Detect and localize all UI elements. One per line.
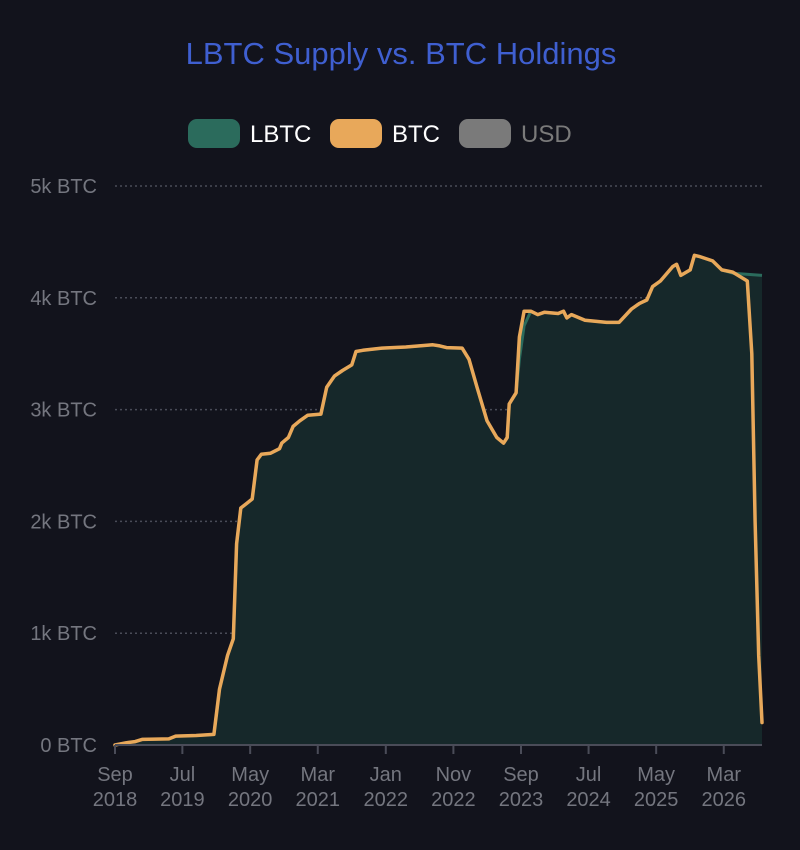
x-tick-month: Jul <box>576 764 602 786</box>
x-tick-year: 2019 <box>160 789 205 811</box>
x-tick-year: 2025 <box>634 789 679 811</box>
x-tick-year: 2020 <box>228 789 273 811</box>
y-tick-label: 3k BTC <box>30 400 97 422</box>
y-tick-label: 2k BTC <box>30 511 97 533</box>
y-tick-label: 1k BTC <box>30 623 97 645</box>
x-tick-month: Jan <box>370 764 402 786</box>
x-tick-year: 2023 <box>499 789 544 811</box>
x-tick-month: Nov <box>436 764 472 786</box>
legend-item-lbtc[interactable]: LBTC <box>188 119 311 148</box>
legend-label-lbtc: LBTC <box>250 121 311 148</box>
x-tick-month: Sep <box>97 764 133 786</box>
legend-swatch-lbtc <box>188 119 240 148</box>
y-tick-label: 0 BTC <box>40 735 97 757</box>
chart-title: LBTC Supply vs. BTC Holdings <box>186 36 617 71</box>
x-tick-month: Mar <box>301 764 336 786</box>
x-tick-month: May <box>637 764 675 786</box>
x-tick-year: 2024 <box>566 789 611 811</box>
legend-swatch-btc <box>330 119 382 148</box>
series-line-btc <box>113 253 764 747</box>
y-tick-label: 4k BTC <box>30 288 97 310</box>
legend: LBTC BTC USD <box>188 119 572 148</box>
x-tick-month: Sep <box>503 764 539 786</box>
x-axis: Sep 2018 Jul 2019 May 2020 Mar 2021 Jan 2022 Nov 20… <box>93 745 746 811</box>
x-tick-year: 2018 <box>93 789 138 811</box>
legend-item-btc[interactable]: BTC <box>330 119 440 148</box>
x-tick-year: 2022 <box>431 789 476 811</box>
legend-item-usd[interactable]: USD <box>459 119 572 148</box>
plot-area <box>113 253 764 747</box>
legend-label-btc: BTC <box>392 121 440 148</box>
legend-label-usd: USD <box>521 121 572 148</box>
y-axis: 0 BTC 1k BTC 2k BTC 3k BTC 4k BTC 5k BTC <box>30 176 97 757</box>
x-tick-year: 2022 <box>364 789 409 811</box>
x-tick-year: 2021 <box>296 789 341 811</box>
y-tick-label: 5k BTC <box>30 176 97 198</box>
series-area-lbtc <box>115 255 762 746</box>
x-tick-month: May <box>231 764 269 786</box>
legend-swatch-usd <box>459 119 511 148</box>
x-tick-month: Jul <box>170 764 196 786</box>
x-tick-year: 2026 <box>702 789 747 811</box>
x-tick-month: Mar <box>707 764 742 786</box>
